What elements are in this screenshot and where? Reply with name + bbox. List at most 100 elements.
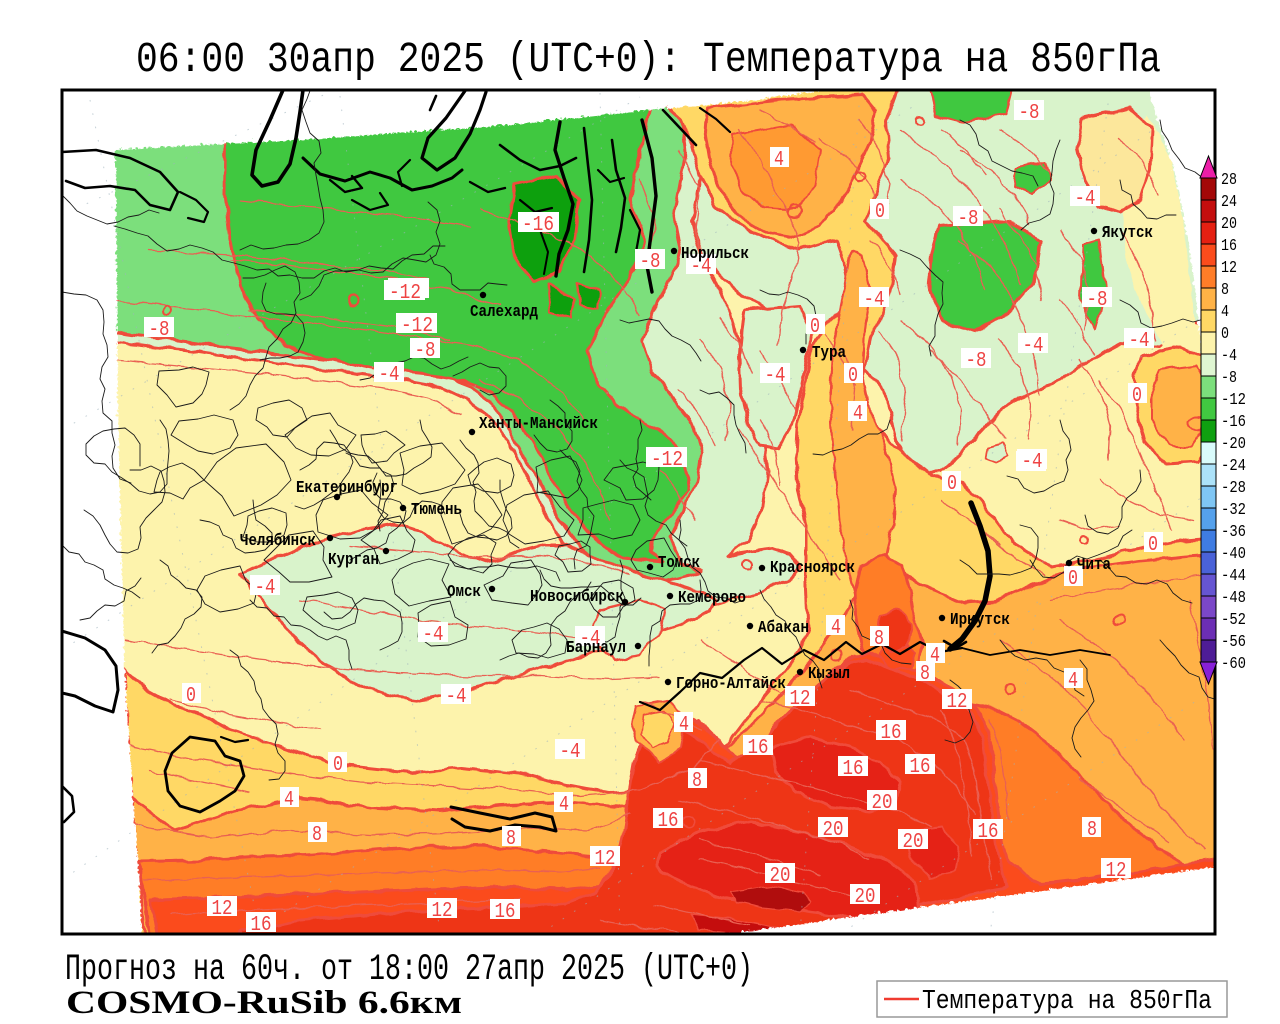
svg-text:4: 4 — [559, 794, 569, 817]
svg-text:4: 4 — [774, 149, 784, 172]
svg-text:20: 20 — [823, 819, 844, 842]
svg-text:4: 4 — [284, 789, 294, 812]
svg-text:24: 24 — [1221, 193, 1237, 212]
svg-text:-56: -56 — [1221, 633, 1246, 652]
svg-text:-12: -12 — [401, 315, 433, 338]
svg-text:06:00 30апр 2025 (UTC+0): Темп: 06:00 30апр 2025 (UTC+0): Температура на… — [136, 35, 1161, 84]
svg-text:0: 0 — [333, 754, 343, 777]
svg-text:Ханты-Мансийск: Ханты-Мансийск — [479, 414, 598, 433]
svg-text:4: 4 — [1068, 670, 1078, 693]
svg-text:12: 12 — [1106, 860, 1127, 883]
svg-text:12: 12 — [947, 691, 968, 714]
svg-text:Красноярск: Красноярск — [770, 558, 855, 577]
svg-text:Новосибирск: Новосибирск — [530, 587, 624, 606]
svg-text:0: 0 — [1221, 325, 1229, 344]
svg-text:-8: -8 — [415, 340, 436, 363]
svg-text:Екатеринбург: Екатеринбург — [296, 478, 398, 497]
svg-text:16: 16 — [495, 901, 516, 924]
svg-text:Барнаул: Барнаул — [566, 638, 626, 657]
svg-text:Кемерово: Кемерово — [678, 588, 746, 607]
svg-text:-60: -60 — [1221, 655, 1246, 674]
svg-text:12: 12 — [595, 848, 616, 871]
svg-text:16: 16 — [748, 737, 769, 760]
svg-text:Челябинск: Челябинск — [240, 531, 316, 550]
svg-text:-24: -24 — [1221, 457, 1246, 476]
svg-text:Салехард: Салехард — [470, 302, 538, 321]
svg-text:4: 4 — [831, 617, 841, 640]
svg-text:-4: -4 — [580, 628, 601, 651]
svg-text:-8: -8 — [966, 350, 987, 373]
svg-text:-40: -40 — [1221, 545, 1246, 564]
svg-text:-4: -4 — [379, 364, 400, 387]
svg-text:-32: -32 — [1221, 501, 1246, 520]
svg-text:12: 12 — [212, 898, 233, 921]
svg-text:-8: -8 — [1019, 102, 1040, 125]
svg-text:-4: -4 — [1221, 347, 1237, 366]
svg-text:Тюмень: Тюмень — [411, 500, 462, 519]
svg-text:12: 12 — [432, 900, 453, 923]
svg-text:0: 0 — [186, 685, 196, 708]
svg-text:-4: -4 — [1022, 451, 1043, 474]
svg-text:16: 16 — [1221, 237, 1237, 256]
svg-text:8: 8 — [506, 828, 516, 851]
svg-text:-8: -8 — [640, 251, 661, 274]
svg-text:-8: -8 — [1221, 369, 1237, 388]
svg-text:-52: -52 — [1221, 611, 1246, 630]
svg-text:20: 20 — [903, 831, 924, 854]
svg-text:4: 4 — [679, 714, 689, 737]
svg-text:16: 16 — [910, 756, 931, 779]
svg-text:8: 8 — [692, 770, 702, 793]
svg-text:-16: -16 — [522, 214, 554, 237]
svg-text:Тура: Тура — [812, 343, 846, 362]
svg-text:4: 4 — [1221, 303, 1229, 322]
svg-text:-12: -12 — [651, 449, 683, 472]
svg-text:-4: -4 — [1023, 335, 1044, 358]
svg-text:0: 0 — [810, 316, 820, 339]
svg-text:8: 8 — [312, 824, 322, 847]
svg-text:Прогноз на 60ч. от 18:00 27апр: Прогноз на 60ч. от 18:00 27апр 2025 (UTC… — [65, 949, 753, 991]
svg-text:Абакан: Абакан — [758, 618, 809, 637]
svg-text:0: 0 — [848, 365, 858, 388]
svg-text:-28: -28 — [1221, 479, 1246, 498]
svg-text:12: 12 — [790, 688, 811, 711]
svg-text:-4: -4 — [560, 741, 581, 764]
svg-text:Якутск: Якутск — [1102, 223, 1153, 242]
svg-text:0: 0 — [947, 473, 957, 496]
svg-text:-4: -4 — [423, 624, 444, 647]
svg-text:-8: -8 — [149, 319, 170, 342]
svg-text:Температура на 850гПа: Температура на 850гПа — [922, 987, 1212, 1017]
svg-text:-48: -48 — [1221, 589, 1246, 608]
svg-text:16: 16 — [978, 821, 999, 844]
svg-text:-8: -8 — [1087, 289, 1108, 312]
svg-text:28: 28 — [1221, 171, 1237, 190]
svg-text:-4: -4 — [255, 577, 276, 600]
svg-text:Иркутск: Иркутск — [950, 610, 1010, 629]
svg-text:0: 0 — [875, 201, 885, 224]
svg-text:8: 8 — [920, 663, 930, 686]
svg-text:0: 0 — [1148, 534, 1158, 557]
svg-text:-4: -4 — [691, 256, 712, 279]
svg-text:Горно-Алтайск: Горно-Алтайск — [676, 674, 786, 693]
svg-text:20: 20 — [872, 792, 893, 815]
svg-text:-36: -36 — [1221, 523, 1246, 542]
svg-text:8: 8 — [1221, 281, 1229, 300]
svg-text:-4: -4 — [864, 289, 885, 312]
svg-text:20: 20 — [855, 886, 876, 909]
svg-text:8: 8 — [1087, 819, 1097, 842]
svg-text:Омск: Омск — [447, 582, 481, 601]
svg-text:Курган: Курган — [328, 550, 379, 569]
svg-text:Кызыл: Кызыл — [808, 664, 850, 683]
svg-text:16: 16 — [881, 722, 902, 745]
svg-text:16: 16 — [843, 758, 864, 781]
svg-text:-4: -4 — [1075, 188, 1096, 211]
svg-text:Норильск: Норильск — [681, 244, 749, 263]
svg-text:0: 0 — [1068, 568, 1078, 591]
svg-text:4: 4 — [853, 403, 863, 426]
svg-text:-4: -4 — [1129, 330, 1150, 353]
svg-text:16: 16 — [658, 810, 679, 833]
svg-text:-20: -20 — [1221, 435, 1246, 454]
svg-text:Чита: Чита — [1077, 555, 1111, 574]
svg-text:-16: -16 — [1221, 413, 1246, 432]
svg-text:12: 12 — [1221, 259, 1237, 278]
svg-text:20: 20 — [1221, 215, 1237, 234]
